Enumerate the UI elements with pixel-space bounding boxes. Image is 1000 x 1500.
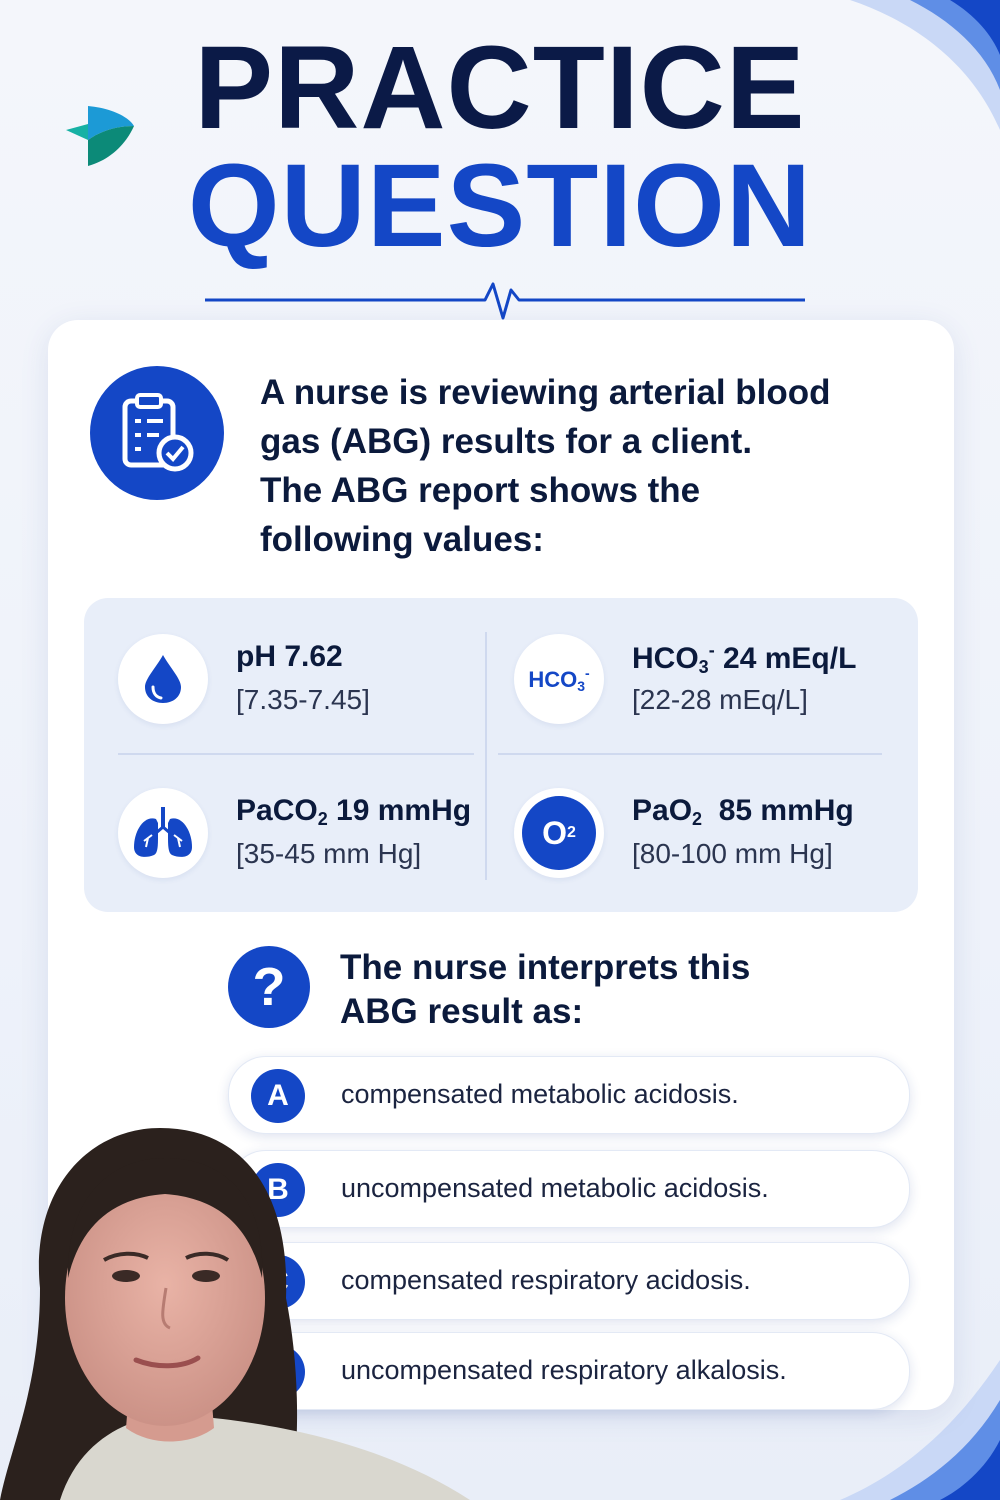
stem-line: gas (ABG) results for a client. — [260, 422, 753, 461]
question-prompt: The nurse interprets this ABG result as: — [340, 946, 860, 1034]
lungs-icon — [118, 788, 208, 878]
answer-option-a[interactable]: A compensated metabolic acidosis. — [228, 1056, 910, 1134]
hco3-label: HCO3- 24 mEq/L — [632, 640, 857, 677]
pao2-label: PaO2 85 mmHg — [632, 794, 854, 829]
presenter-video-overlay — [0, 1128, 470, 1500]
question-stem: A nurse is reviewing arterial blood gas … — [260, 368, 900, 564]
blood-drop-icon — [118, 634, 208, 724]
panel-divider-horizontal — [498, 753, 882, 755]
prompt-line: The nurse interprets this — [340, 948, 751, 987]
hco3-icon: HCO3- — [514, 634, 604, 724]
pao2-range: [80-100 mm Hg] — [632, 838, 833, 869]
answer-option-c[interactable]: C compensated respiratory acidosis. — [228, 1242, 910, 1320]
paco2-range: [35-45 mm Hg] — [236, 838, 422, 869]
prompt-line: ABG result as: — [340, 992, 584, 1031]
paco2-label: PaCO2 19 mmHg — [236, 794, 472, 829]
panel-divider-horizontal — [118, 753, 474, 755]
brand-logo-icon — [66, 106, 134, 166]
page-title-line2: QUESTION — [187, 140, 813, 272]
question-mark-icon: ? — [228, 946, 310, 1028]
corner-swoosh-bottom — [840, 1360, 1000, 1500]
stem-line: following values: — [260, 520, 544, 559]
clipboard-check-icon — [90, 366, 224, 500]
ph-label: pH 7.62 — [236, 640, 343, 673]
corner-swoosh-top — [850, 0, 1000, 130]
option-text: compensated respiratory acidosis. — [341, 1265, 751, 1295]
page-title-line1: PRACTICE — [194, 22, 806, 154]
question-card: A nurse is reviewing arterial blood gas … — [48, 320, 954, 1410]
answer-option-d[interactable]: D uncompensated respiratory alkalosis. — [228, 1332, 910, 1410]
abg-values-panel: pH 7.62 [7.35-7.45] HCO3- HCO3- 24 mEq/L… — [84, 598, 918, 912]
option-text: compensated metabolic acidosis. — [341, 1079, 739, 1109]
option-letter: A — [251, 1069, 305, 1123]
heartbeat-divider-icon — [205, 282, 805, 320]
option-text: uncompensated respiratory alkalosis. — [341, 1355, 787, 1385]
hco3-range: [22-28 mEq/L] — [632, 684, 808, 715]
option-text: uncompensated metabolic acidosis. — [341, 1173, 769, 1203]
stem-line: The ABG report shows the — [260, 471, 701, 510]
stem-line: A nurse is reviewing arterial blood — [260, 373, 831, 412]
ph-range: [7.35-7.45] — [236, 684, 370, 715]
panel-divider-vertical — [485, 632, 487, 880]
